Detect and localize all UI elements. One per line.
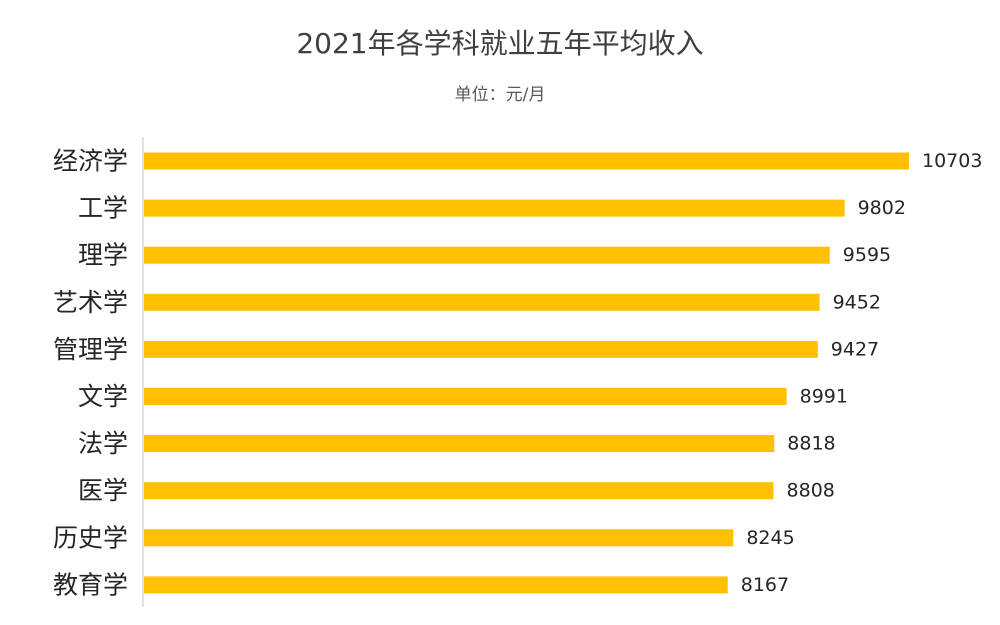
category-label: 艺术学 (53, 288, 128, 317)
chart-subtitle: 单位：元/月 (454, 85, 546, 105)
value-label: 8245 (746, 527, 794, 549)
bar (144, 482, 774, 500)
bar (144, 529, 734, 547)
value-label: 9802 (858, 197, 906, 219)
value-label: 8991 (800, 386, 848, 408)
chart-title: 2021年各学科就业五年平均收入 (296, 27, 704, 60)
value-label: 8808 (787, 480, 835, 502)
category-label: 法学 (78, 429, 128, 458)
bar (144, 388, 787, 405)
bar (144, 152, 909, 170)
bars-layer: 经济学 10703 工学 9802 理学 9595 艺术学 9452 管理学 9427 文学 8991… (53, 147, 982, 600)
bar (144, 435, 775, 453)
bar (144, 293, 820, 311)
bar (144, 576, 728, 594)
value-label: 8818 (787, 433, 835, 455)
category-label: 经济学 (53, 147, 128, 176)
category-label: 文学 (78, 382, 128, 411)
bar (144, 246, 830, 264)
value-label: 9427 (831, 338, 879, 360)
value-label: 8167 (741, 574, 789, 596)
category-label: 管理学 (53, 335, 128, 364)
value-label: 10703 (922, 150, 982, 172)
bar (144, 199, 845, 217)
category-label: 工学 (78, 194, 128, 223)
category-label: 教育学 (53, 570, 128, 599)
value-label: 9452 (833, 291, 881, 313)
value-label: 9595 (843, 244, 891, 266)
category-label: 历史学 (53, 523, 128, 552)
category-label: 医学 (78, 476, 128, 505)
bar (144, 340, 818, 358)
category-label: 理学 (78, 241, 128, 270)
